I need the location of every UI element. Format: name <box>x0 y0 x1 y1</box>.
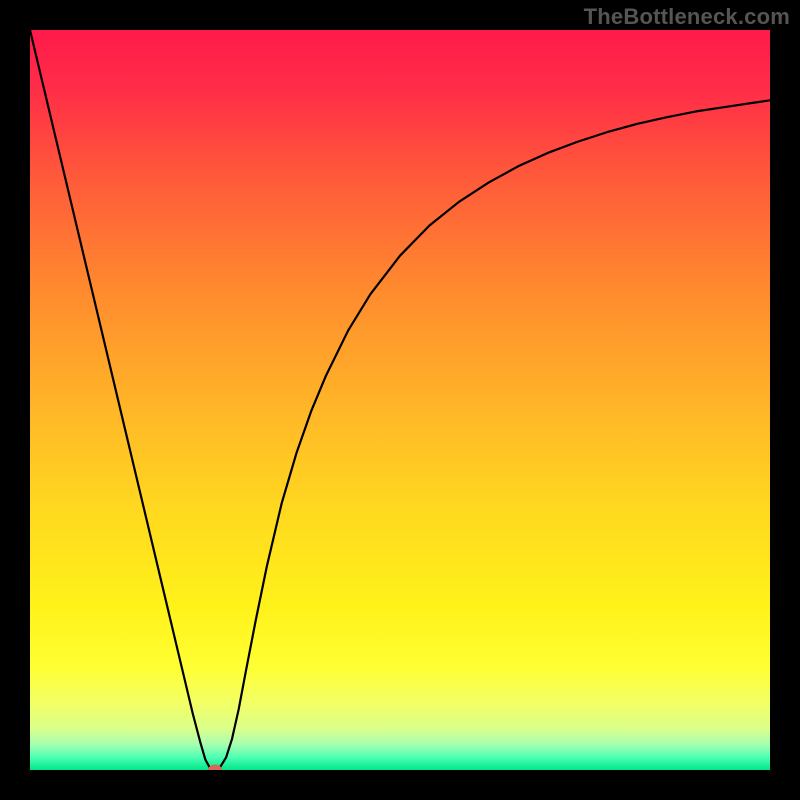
bottleneck-chart <box>0 0 800 800</box>
watermark-text: TheBottleneck.com <box>584 4 790 30</box>
gradient-background <box>30 30 770 770</box>
chart-frame: TheBottleneck.com <box>0 0 800 800</box>
